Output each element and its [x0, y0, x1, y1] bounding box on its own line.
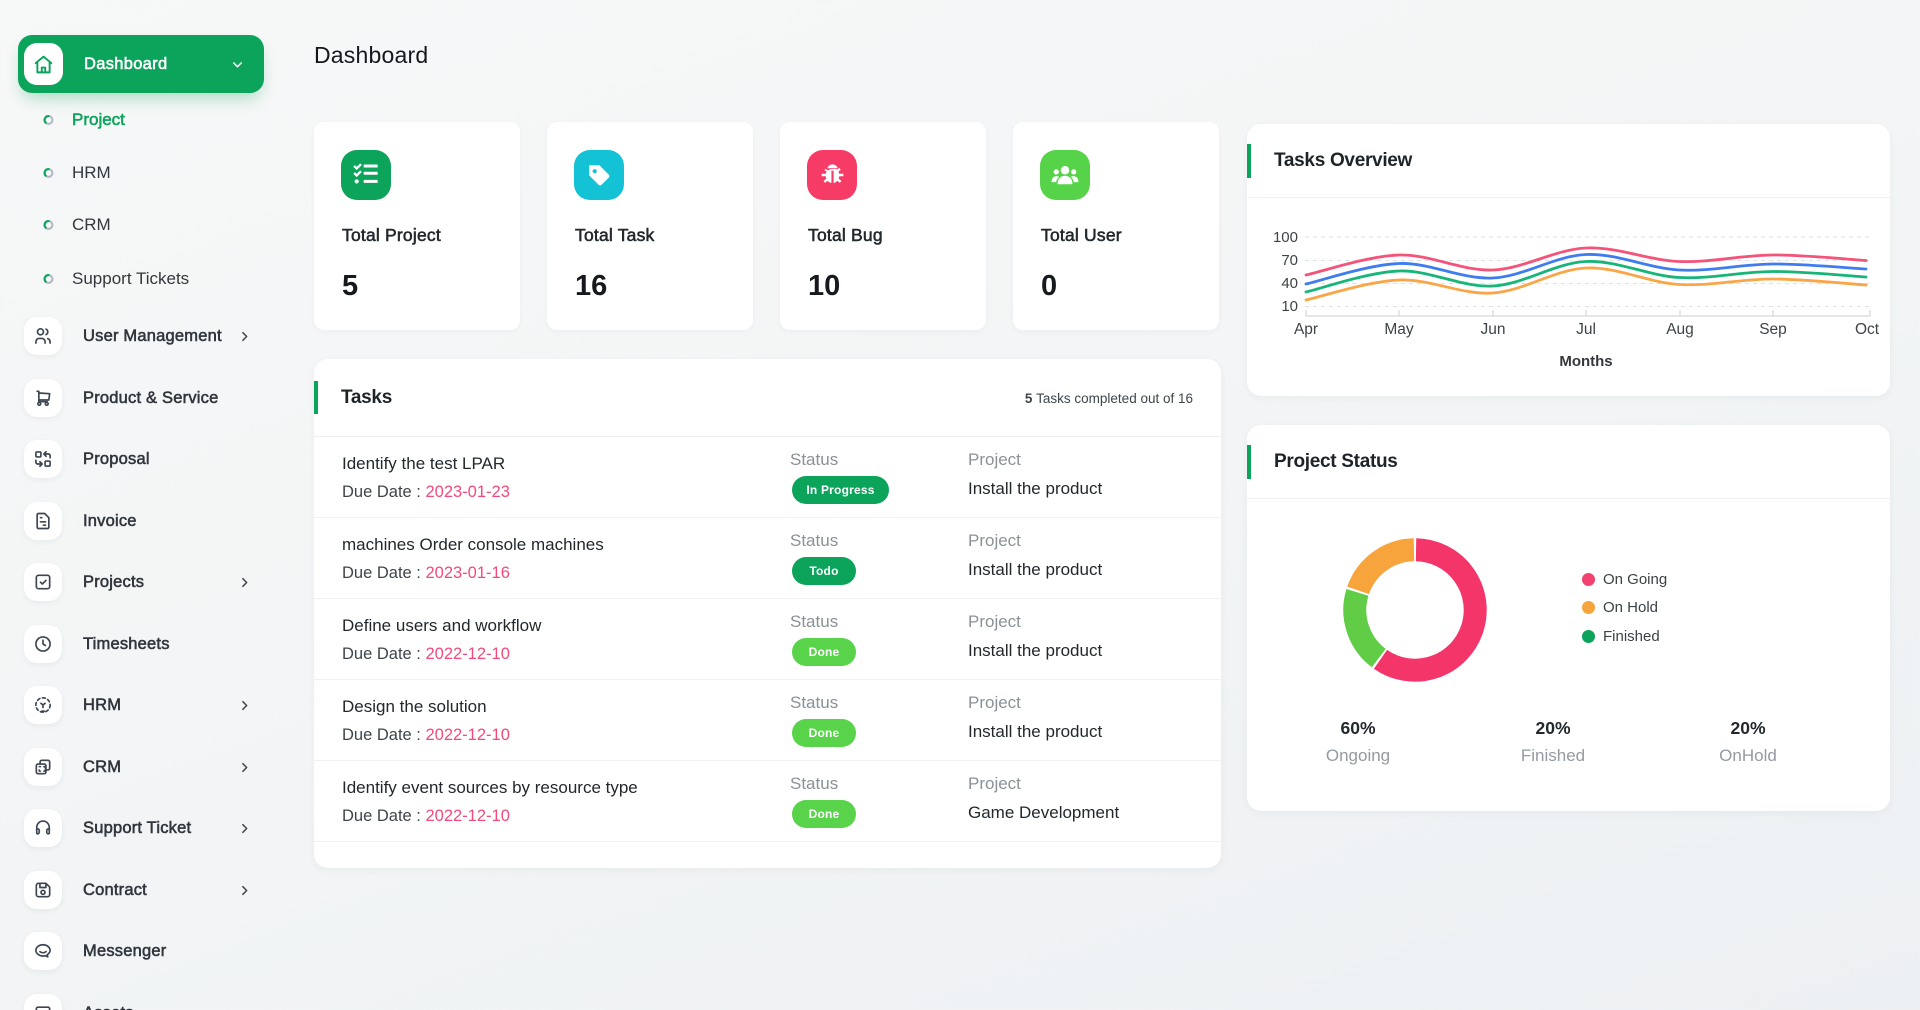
- svg-text:100: 100: [1273, 229, 1298, 246]
- svg-text:May: May: [1384, 321, 1414, 338]
- svg-text:Aug: Aug: [1666, 321, 1694, 338]
- svg-text:Oct: Oct: [1855, 321, 1880, 338]
- svg-text:70: 70: [1281, 252, 1298, 269]
- svg-text:Months: Months: [1559, 353, 1612, 370]
- svg-text:40: 40: [1281, 275, 1298, 292]
- svg-text:Jun: Jun: [1481, 321, 1506, 338]
- svg-text:Sep: Sep: [1759, 321, 1787, 338]
- svg-text:Apr: Apr: [1294, 321, 1318, 338]
- svg-text:Jul: Jul: [1576, 321, 1596, 338]
- svg-text:10: 10: [1281, 298, 1298, 315]
